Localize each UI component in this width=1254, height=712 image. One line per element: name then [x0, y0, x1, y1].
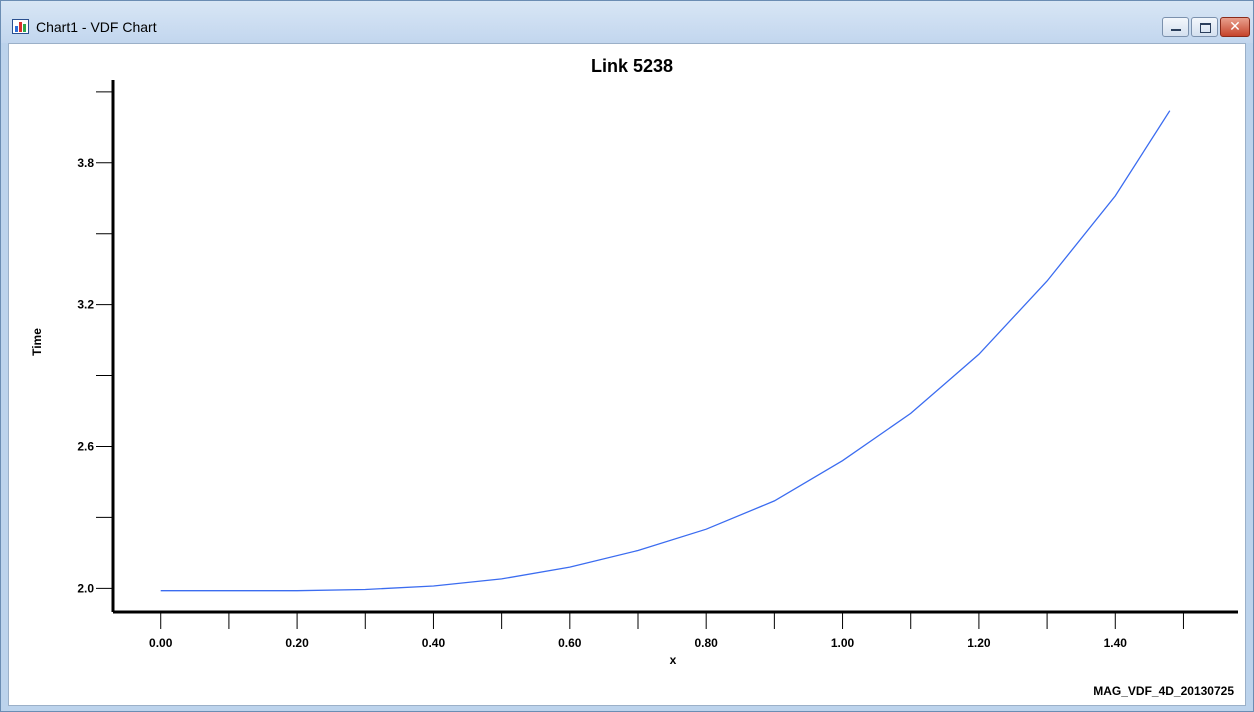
axes — [111, 80, 1238, 614]
y-axis-label: Time — [30, 328, 44, 356]
x-tick-label: 1.20 — [967, 636, 991, 650]
y-ticks: 2.0 2.6 3.2 3.8 — [77, 91, 113, 595]
plot-series — [160, 110, 1171, 592]
x-tick-label: 0.80 — [695, 636, 719, 650]
y-tick-label: 2.0 — [77, 581, 94, 595]
x-tick-label: 1.40 — [1104, 636, 1128, 650]
vdf-chart: Link 5238 0.00 0.20 0.40 0.60 0.80 1.00 1.20 1.… — [30, 56, 1238, 698]
close-icon: ✕ — [1229, 19, 1241, 35]
chart-annotation: MAG_VDF_4D_20130725 — [1093, 684, 1234, 698]
x-tick-label: 0.60 — [558, 636, 582, 650]
window-title: Chart1 - VDF Chart — [36, 19, 157, 35]
close-button[interactable]: ✕ — [1220, 17, 1250, 37]
title-bar[interactable]: Chart1 - VDF Chart ✕ — [1, 1, 1253, 43]
x-tick-label: 0.20 — [285, 636, 309, 650]
x-tick-label: 1.00 — [831, 636, 855, 650]
chart-area: Link 5238 0.00 0.20 0.40 0.60 0.80 1.00 1.20 1.… — [8, 43, 1246, 706]
maximize-icon — [1200, 23, 1211, 33]
y-tick-label: 3.8 — [77, 156, 94, 170]
x-tick-label: 0.40 — [422, 636, 446, 650]
chart-title: Link 5238 — [591, 56, 673, 76]
x-axis-label: x — [670, 653, 677, 667]
y-tick-label: 3.2 — [77, 298, 94, 312]
x-tick-label: 0.00 — [149, 636, 173, 650]
x-ticks: 0.00 0.20 0.40 0.60 0.80 1.00 1.20 1.40 — [149, 612, 1184, 650]
bar-chart-icon[interactable] — [12, 19, 29, 34]
series-line — [160, 110, 1171, 592]
y-tick-label: 2.6 — [77, 439, 94, 453]
maximize-button[interactable] — [1191, 17, 1218, 37]
minimize-icon — [1171, 29, 1181, 31]
minimize-button[interactable] — [1162, 17, 1189, 37]
